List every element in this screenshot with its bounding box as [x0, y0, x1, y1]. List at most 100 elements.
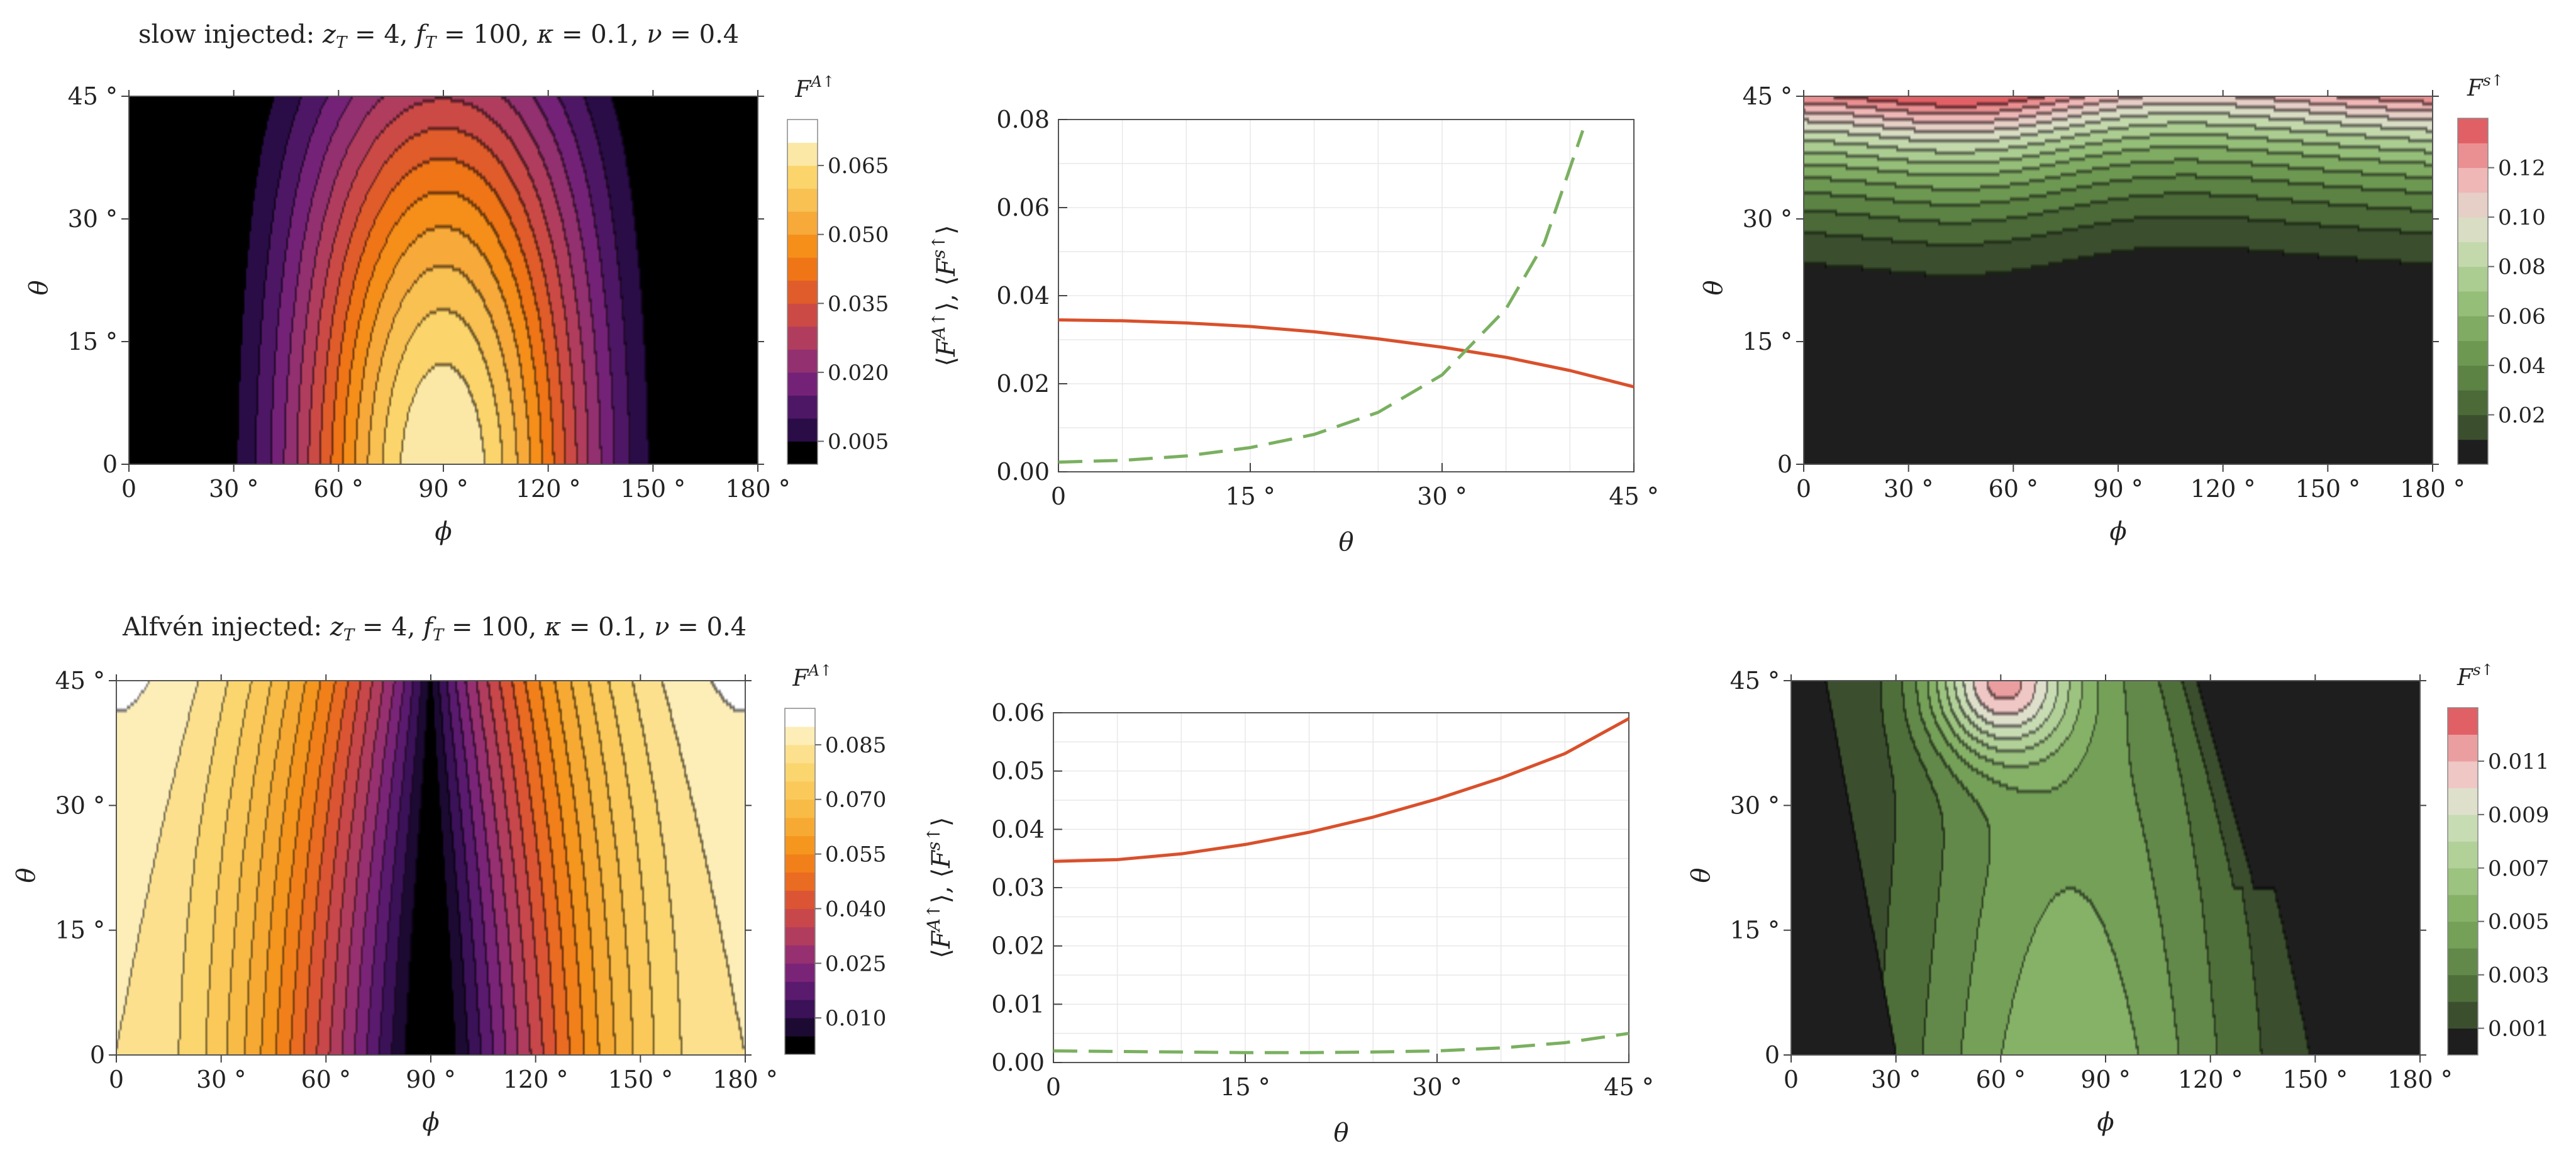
y-tick-label: 30 °: [1743, 205, 1792, 233]
y-axis-label: θ: [12, 868, 41, 883]
y-tick-label: 30 °: [1730, 791, 1780, 819]
x-tick-label: 15 °: [1220, 1073, 1270, 1101]
legend-swatch: [787, 441, 818, 465]
legend-swatch: [787, 395, 818, 419]
legend-swatch: [787, 303, 818, 327]
legend-tick-label: 0.035: [828, 291, 889, 316]
x-tick-label: 30 °: [1884, 475, 1933, 503]
legend-title: FA↑: [792, 661, 832, 691]
x-axis-label: θ: [1333, 1119, 1348, 1147]
x-tick-label: 90 °: [418, 475, 468, 503]
x-tick-label: 60 °: [1989, 475, 2038, 503]
y-tick-label: 0.04: [991, 815, 1045, 843]
y-tick-label: 0.08: [996, 106, 1050, 133]
legend-swatch: [787, 234, 818, 258]
y-tick-label: 45 °: [68, 82, 118, 110]
x-tick-label: 180 °: [2400, 475, 2465, 503]
legend-frame: [787, 119, 818, 465]
x-tick-label: 120 °: [516, 475, 581, 503]
legend-tick-label: 0.06: [2498, 304, 2546, 329]
legend-tick-label: 0.070: [825, 788, 886, 813]
x-tick-label: 90 °: [2093, 475, 2143, 503]
legend-swatch: [787, 257, 818, 281]
x-tick-label: 30 °: [196, 1066, 246, 1093]
chart-alfven-alfven-flux: 0 30 ° 60 ° 90 ° 120 ° 150 ° 180 ° 0 15 ° 30 ° 45 …: [12, 661, 886, 1137]
contour-field: [129, 96, 758, 464]
x-tick-label: 60 °: [314, 475, 364, 503]
legend-swatch: [785, 1036, 815, 1055]
x-tick-label: 150 °: [2283, 1066, 2348, 1093]
x-tick-label: 150 °: [621, 475, 686, 503]
legend-tick-label: 0.001: [2488, 1017, 2549, 1042]
legend-tick-label: 0.011: [2488, 749, 2549, 774]
legend-swatch: [785, 762, 815, 782]
x-tick-label: 180 °: [713, 1066, 778, 1093]
legend-tick-label: 0.010: [825, 1006, 886, 1031]
x-tick-label: 30 °: [1871, 1066, 1921, 1093]
legend-tick-label: 0.009: [2488, 803, 2549, 828]
x-axis-label: ϕ: [2109, 517, 2126, 546]
legend-swatch: [787, 326, 818, 350]
x-tick-label: 150 °: [2296, 475, 2361, 503]
series-line-slow: [1058, 130, 1585, 464]
legend-swatch: [785, 708, 815, 727]
y-tick-label: 15 °: [68, 328, 118, 355]
legend-tick-label: 0.08: [2498, 255, 2546, 280]
x-tick-label: 0: [1784, 1066, 1799, 1093]
x-axis-label: θ: [1338, 528, 1353, 557]
x-tick-label: 30 °: [1412, 1073, 1462, 1101]
legend-swatch: [2448, 814, 2478, 842]
y-tick-label: 0.00: [996, 458, 1050, 486]
legend-swatch: [2458, 390, 2488, 415]
legend-swatch: [785, 908, 815, 927]
legend-swatch: [787, 280, 818, 304]
legend-swatch: [2448, 788, 2478, 815]
x-tick-label: 0: [1796, 475, 1811, 503]
y-tick-label: 0.01: [991, 990, 1045, 1018]
legend-swatch: [787, 211, 818, 235]
y-tick-label: 30 °: [55, 791, 105, 819]
y-axis-label: θ: [25, 280, 53, 295]
y-tick-label: 15 °: [55, 917, 105, 944]
x-axis-label: ϕ: [2097, 1108, 2114, 1137]
legend-tick-label: 0.065: [828, 153, 889, 179]
legend-swatch: [2458, 291, 2488, 316]
chart-slow-s-flux: 0 30 ° 60 ° 90 ° 120 ° 150 ° 180 ° 0 15 ° 30 ° 45 …: [1699, 71, 2546, 546]
legend-swatch: [787, 188, 818, 212]
legend-swatch: [2448, 761, 2478, 788]
legend-swatch: [785, 945, 815, 964]
legend-swatch: [785, 927, 815, 946]
legend-swatch: [787, 165, 818, 189]
legend-swatch: [2458, 118, 2488, 143]
chart-alfven-averages: 0 15 ° 30 ° 45 ° 0.00 0.01 0.02 0.03 0.04 0.05 0.0…: [923, 699, 1654, 1147]
legend-swatch: [785, 781, 815, 800]
x-axis-label: ϕ: [435, 517, 452, 546]
legend-tick-label: 0.003: [2488, 963, 2549, 988]
legend-swatch: [2458, 266, 2488, 292]
legend-swatch: [787, 120, 818, 143]
legend-swatch: [2448, 974, 2478, 1002]
x-tick-label: 45 °: [1609, 483, 1658, 510]
y-tick-label: 0: [1765, 1041, 1780, 1069]
y-axis-label: θ: [1687, 868, 1716, 883]
legend-swatch: [2448, 948, 2478, 976]
x-tick-label: 30 °: [1417, 483, 1467, 510]
legend-swatch: [2458, 365, 2488, 391]
legend-swatch: [2448, 921, 2478, 949]
y-axis-label: ⟨FA↑⟩, ⟨Fs↑⟩: [928, 225, 961, 367]
legend-swatch: [785, 744, 815, 764]
legend-swatch: [2448, 868, 2478, 895]
series-line-slow: [1053, 1032, 1629, 1054]
y-tick-label: 45 °: [55, 667, 105, 695]
y-tick-label: 0.02: [996, 370, 1050, 398]
x-tick-label: 0: [121, 475, 136, 503]
legend-swatch: [2448, 708, 2478, 735]
y-axis-label: ⟨FA↑⟩, ⟨Fs↑⟩: [923, 817, 956, 959]
series-line-alfven: [1053, 717, 1630, 863]
legend-swatch: [2458, 192, 2488, 218]
x-tick-label: 0: [1051, 483, 1066, 510]
legend-swatch: [785, 872, 815, 891]
legend-swatch: [785, 963, 815, 982]
x-tick-label: 90 °: [2080, 1066, 2130, 1093]
y-tick-label: 45 °: [1730, 667, 1780, 695]
